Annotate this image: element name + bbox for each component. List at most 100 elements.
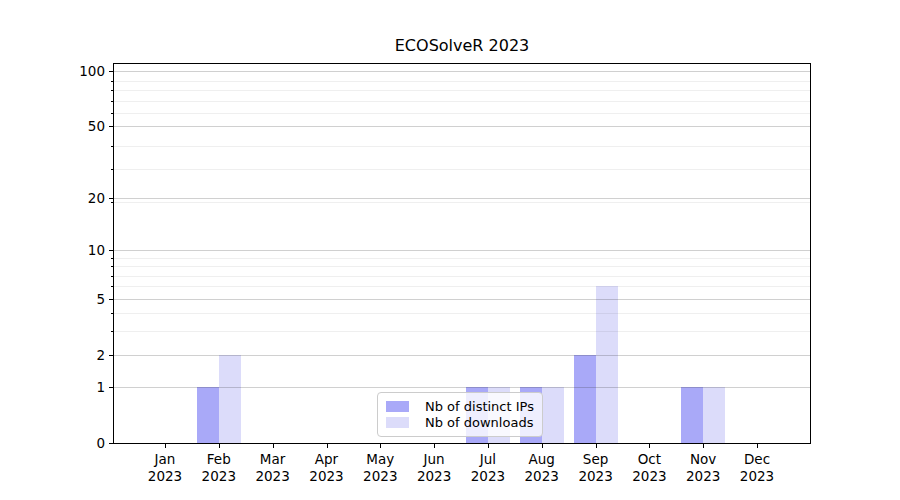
y-minor-tick-mark-29 (111, 169, 114, 170)
x-tick-mark-oct (649, 444, 650, 448)
minor-gridline-69 (114, 101, 810, 102)
y-minor-tick-mark-89 (111, 81, 114, 82)
x-tick-label-aug: Aug2023 (525, 451, 559, 485)
x-tick-mark-aug (542, 444, 543, 448)
x-tick-label-feb: Feb2023 (202, 451, 236, 485)
y-minor-tick-mark-3 (111, 331, 114, 332)
y-minor-tick-mark-4 (111, 313, 114, 314)
y-tick-mark-100 (109, 71, 113, 72)
x-tick-label-may: May2023 (363, 451, 397, 485)
y-tick-label-0: 0 (96, 435, 105, 451)
x-tick-label-jun: Jun2023 (417, 451, 451, 485)
x-tick-label-mar: Mar2023 (255, 451, 289, 485)
minor-gridline-8 (114, 266, 810, 267)
y-tick-label-5: 5 (96, 291, 105, 307)
y-minor-tick-mark-8 (111, 266, 114, 267)
minor-gridline-89 (114, 81, 810, 82)
major-gridline-1 (114, 387, 810, 388)
x-tick-month: Jul (471, 451, 505, 468)
legend: Nb of distinct IPs Nb of downloads (377, 392, 543, 437)
x-tick-month: Jan (148, 451, 182, 468)
x-tick-year: 2023 (148, 468, 182, 485)
y-minor-tick-mark-9 (111, 258, 114, 259)
y-minor-tick-mark-69 (111, 101, 114, 102)
x-tick-year: 2023 (363, 468, 397, 485)
x-tick-month: Jun (417, 451, 451, 468)
x-tick-year: 2023 (632, 468, 666, 485)
grid-layer (114, 64, 810, 443)
x-tick-mark-dec (757, 444, 758, 448)
major-gridline-50 (114, 126, 810, 127)
x-tick-mark-mar (273, 444, 274, 448)
x-tick-year: 2023 (417, 468, 451, 485)
legend-item-downloads: Nb of downloads (386, 415, 534, 432)
x-tick-year: 2023 (471, 468, 505, 485)
x-tick-label-jul: Jul2023 (471, 451, 505, 485)
x-tick-mark-apr (327, 444, 328, 448)
x-tick-month: Nov (686, 451, 720, 468)
x-tick-label-jan: Jan2023 (148, 451, 182, 485)
y-tick-mark-50 (109, 126, 113, 127)
y-tick-mark-0 (109, 443, 113, 444)
x-tick-mark-nov (703, 444, 704, 448)
legend-item-distinct-ips: Nb of distinct IPs (386, 398, 534, 415)
x-tick-year: 2023 (686, 468, 720, 485)
y-minor-tick-mark-39 (111, 146, 114, 147)
legend-label-distinct-ips: Nb of distinct IPs (425, 399, 534, 414)
x-tick-label-oct: Oct2023 (632, 451, 666, 485)
y-tick-mark-1 (109, 387, 113, 388)
minor-gridline-59 (114, 113, 810, 114)
x-tick-year: 2023 (740, 468, 774, 485)
y-tick-label-10: 10 (88, 242, 105, 258)
minor-gridline-4 (114, 313, 810, 314)
x-tick-label-sep: Sep2023 (578, 451, 612, 485)
minor-gridline-39 (114, 146, 810, 147)
y-minor-tick-mark-19 (111, 202, 114, 203)
minor-gridline-9 (114, 258, 810, 259)
x-tick-label-nov: Nov2023 (686, 451, 720, 485)
y-tick-mark-10 (109, 250, 113, 251)
y-tick-mark-5 (109, 299, 113, 300)
y-tick-label-50: 50 (88, 118, 105, 134)
x-tick-mark-jul (488, 444, 489, 448)
major-gridline-2 (114, 355, 810, 356)
minor-gridline-3 (114, 331, 810, 332)
x-tick-label-apr: Apr2023 (309, 451, 343, 485)
major-gridline-20 (114, 198, 810, 199)
y-minor-tick-mark-7 (111, 276, 114, 277)
legend-label-downloads: Nb of downloads (425, 415, 533, 430)
minor-gridline-7 (114, 276, 810, 277)
y-tick-label-1: 1 (96, 379, 105, 395)
minor-gridline-19 (114, 202, 810, 203)
y-tick-label-2: 2 (96, 347, 105, 363)
x-tick-mark-may (380, 444, 381, 448)
x-tick-mark-jun (434, 444, 435, 448)
minor-gridline-6 (114, 286, 810, 287)
x-tick-month: Oct (632, 451, 666, 468)
x-tick-month: May (363, 451, 397, 468)
x-tick-label-dec: Dec2023 (740, 451, 774, 485)
x-tick-mark-feb (219, 444, 220, 448)
x-tick-month: Mar (255, 451, 289, 468)
x-tick-mark-jan (165, 444, 166, 448)
x-tick-mark-sep (596, 444, 597, 448)
y-tick-label-100: 100 (79, 63, 105, 79)
chart-title: ECOSolveR 2023 (113, 36, 811, 55)
x-tick-year: 2023 (578, 468, 612, 485)
legend-swatch-downloads-icon (386, 417, 409, 428)
minor-gridline-79 (114, 90, 810, 91)
y-minor-tick-mark-59 (111, 113, 114, 114)
x-tick-year: 2023 (255, 468, 289, 485)
major-gridline-5 (114, 299, 810, 300)
y-tick-label-20: 20 (88, 190, 105, 206)
major-gridline-10 (114, 250, 810, 251)
x-tick-month: Feb (202, 451, 236, 468)
chart-figure: ECOSolveR 2023 Nb of distinct IPs Nb of … (0, 0, 900, 500)
x-tick-month: Apr (309, 451, 343, 468)
x-tick-month: Sep (578, 451, 612, 468)
plot-area: Nb of distinct IPs Nb of downloads (113, 63, 811, 444)
minor-gridline-29 (114, 169, 810, 170)
y-tick-mark-20 (109, 198, 113, 199)
x-tick-year: 2023 (309, 468, 343, 485)
x-tick-year: 2023 (525, 468, 559, 485)
